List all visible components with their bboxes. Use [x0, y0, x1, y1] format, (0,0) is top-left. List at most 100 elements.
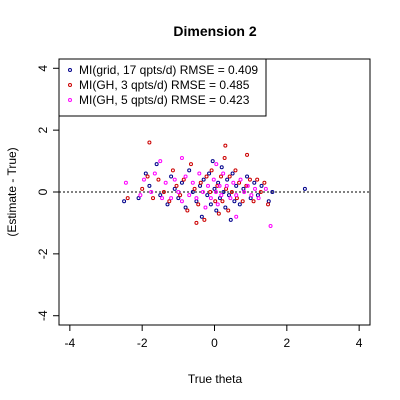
data-point-series-1 [223, 205, 228, 210]
data-point-series-2 [237, 180, 242, 185]
data-point-series-1 [207, 171, 212, 176]
data-point-series-1 [194, 199, 199, 204]
data-point-series-1 [154, 162, 159, 167]
data-point-series-2 [140, 186, 145, 191]
data-point-series-2 [213, 199, 218, 204]
data-point-series-2 [145, 174, 150, 179]
data-point-series-3 [197, 171, 202, 176]
data-point-series-1 [214, 208, 219, 213]
data-point-series-2 [147, 140, 152, 145]
data-point-series-2 [125, 196, 130, 201]
data-point-series-1 [230, 171, 235, 176]
y-tick-label: 4 [36, 65, 50, 72]
y-axis: -4 -2 0 2 4 [36, 65, 59, 321]
x-tick-label: 4 [356, 336, 363, 350]
data-point-series-1 [208, 202, 213, 207]
data-point-series-2 [204, 174, 209, 179]
data-point-series-1 [232, 199, 237, 204]
data-point-series-2 [216, 211, 221, 216]
data-point-series-2 [224, 186, 229, 191]
data-point-series-3 [123, 180, 128, 185]
data-point-series-3 [221, 171, 226, 176]
data-point-series-2 [202, 217, 207, 222]
data-point-series-2 [223, 143, 228, 148]
data-point-series-2 [258, 190, 263, 194]
data-point-series-3 [183, 174, 188, 179]
data-point-series-1 [176, 196, 181, 201]
data-point-series-1 [199, 214, 204, 219]
data-point-series-3 [224, 183, 229, 188]
data-point-series-2 [192, 186, 197, 191]
data-point-series-1 [183, 205, 188, 210]
data-point-series-1 [255, 193, 260, 198]
y-tick-label: 2 [36, 126, 50, 133]
legend-entry-label: MI(GH, 5 qpts/d) RMSE = 0.423 [79, 93, 250, 107]
data-point-series-2 [240, 199, 245, 204]
data-point-series-2 [219, 174, 224, 179]
data-point-series-1 [270, 190, 275, 194]
data-point-series-2 [174, 183, 179, 188]
data-point-series-1 [210, 159, 215, 164]
data-point-series-3 [163, 180, 168, 185]
data-point-series-3 [205, 183, 210, 188]
data-point-series-3 [194, 196, 199, 201]
legend-entry-label: MI(grid, 17 qpts/d) RMSE = 0.409 [79, 63, 258, 77]
data-point-series-3 [228, 196, 233, 201]
data-point-series-1 [136, 196, 141, 201]
data-point-series-2 [233, 168, 238, 173]
data-point-series-1 [226, 193, 231, 198]
data-point-series-2 [194, 220, 199, 225]
data-point-series-1 [147, 183, 152, 188]
y-tick-label: -2 [36, 248, 50, 259]
data-point-series-1 [248, 196, 253, 201]
data-point-series-1 [225, 177, 230, 182]
data-point-series-3 [268, 224, 273, 229]
legend-box [58, 58, 267, 117]
data-point-series-3 [238, 177, 243, 182]
data-point-series-3 [138, 193, 143, 198]
x-axis: -4 -2 0 2 4 [65, 325, 363, 350]
data-point-series-1 [252, 180, 257, 185]
data-point-series-1 [266, 199, 271, 204]
x-tick-label: 0 [211, 336, 218, 350]
legend-marker [68, 98, 72, 102]
data-point-series-1 [259, 183, 264, 188]
data-point-series-3 [152, 171, 157, 176]
data-point-series-2 [209, 168, 214, 173]
data-point-series-3 [211, 177, 216, 182]
data-point-series-1 [219, 165, 224, 170]
data-point-series-2 [151, 196, 156, 201]
data-point-series-1 [198, 183, 203, 188]
data-point-series-3 [253, 186, 258, 191]
data-point-series-3 [263, 186, 268, 191]
data-point-series-1 [190, 190, 195, 194]
data-point-series-2 [208, 190, 213, 194]
data-point-series-2 [188, 162, 193, 167]
y-tick-label: -4 [36, 310, 50, 321]
data-point-series-1 [169, 174, 174, 179]
points-layer [122, 140, 307, 229]
data-point-series-1 [245, 174, 250, 179]
data-point-series-1 [205, 193, 210, 198]
y-axis-label: (Estimate - True) [5, 147, 19, 236]
data-point-series-1 [241, 186, 246, 191]
data-point-series-3 [234, 214, 239, 219]
data-point-series-2 [226, 208, 231, 213]
data-point-series-1 [217, 196, 222, 201]
data-point-series-1 [165, 202, 170, 207]
data-point-series-1 [187, 168, 192, 173]
data-point-series-2 [196, 202, 201, 207]
data-point-series-2 [244, 183, 249, 188]
data-point-series-3 [256, 196, 261, 201]
data-point-series-3 [141, 177, 146, 182]
data-point-series-1 [302, 186, 307, 191]
data-point-series-2 [229, 190, 234, 194]
data-point-series-2 [245, 152, 250, 157]
chart-title: Dimension 2 [173, 23, 256, 39]
data-point-series-3 [217, 183, 222, 188]
x-tick-label: -2 [137, 336, 148, 350]
data-point-series-2 [185, 208, 190, 213]
data-point-series-2 [234, 196, 239, 201]
